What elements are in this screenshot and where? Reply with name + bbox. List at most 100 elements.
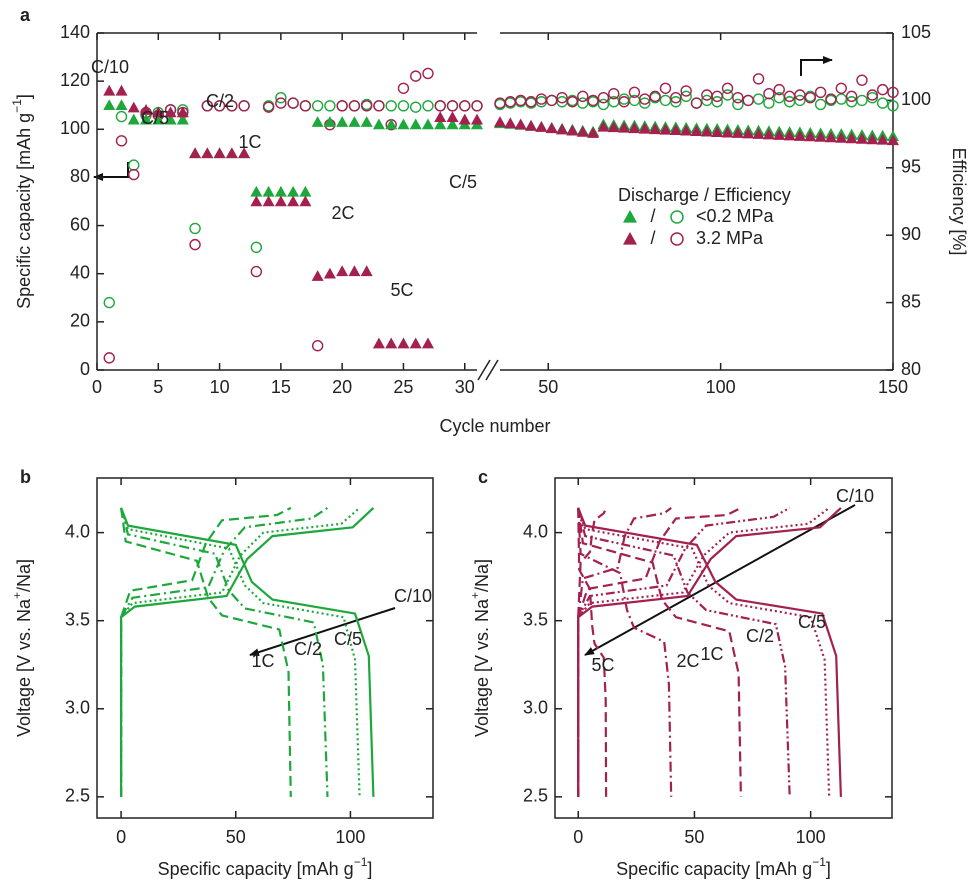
- efficiency-point: [287, 97, 299, 109]
- discharge-point: [804, 130, 817, 142]
- y-tick-label: 20: [70, 311, 90, 331]
- discharge-point: [762, 128, 775, 140]
- x-axis-label-part: −1: [812, 855, 826, 869]
- frame: [96, 477, 434, 819]
- legend-marker: [623, 232, 637, 245]
- efficiency-point: [845, 90, 858, 103]
- y2-tick-label: 90: [901, 224, 921, 244]
- discharge-point: [152, 113, 165, 125]
- efficiency-point: [763, 87, 775, 100]
- discharge-point: [201, 147, 214, 159]
- efficiency-point: [397, 100, 410, 112]
- frame: [554, 477, 893, 819]
- discharge-point: [274, 185, 287, 197]
- discharge-curve: [577, 507, 831, 797]
- y-tick-label: 60: [70, 214, 90, 234]
- x-tick-label: 100: [335, 827, 365, 847]
- discharge-point: [336, 116, 349, 127]
- y-axis-label-part: Specific capacity [mAh g: [14, 113, 34, 309]
- y-tick-label: 3.0: [523, 698, 548, 718]
- legend-marker: [670, 210, 684, 224]
- discharge-point: [348, 265, 361, 277]
- discharge-curve: [577, 507, 742, 797]
- discharge-point: [372, 337, 385, 349]
- discharge-point: [115, 99, 128, 111]
- x-axis-label-part: Cycle number: [439, 416, 550, 436]
- discharge-point: [876, 133, 889, 145]
- legend-separator: /: [650, 228, 655, 248]
- x-axis-label-part: ]: [367, 859, 372, 879]
- rate-label: C/5: [798, 612, 826, 632]
- discharge-point: [866, 133, 879, 145]
- discharge-point: [140, 104, 153, 115]
- y2-tick-label: 95: [901, 157, 921, 177]
- y-tick-label: 80: [70, 166, 90, 186]
- discharge-point: [336, 265, 349, 277]
- efficiency-point: [876, 97, 889, 109]
- efficiency-point: [794, 94, 806, 107]
- efficiency-point: [763, 97, 775, 109]
- discharge-point: [587, 127, 600, 138]
- efficiency-point: [835, 82, 847, 94]
- discharge-point: [323, 267, 336, 279]
- rate-arrow: [584, 504, 856, 656]
- discharge-point: [360, 265, 373, 277]
- efficiency-point: [250, 241, 263, 254]
- efficiency-point: [360, 100, 373, 112]
- y-axis-label-part: ]: [14, 94, 34, 99]
- x-tick-label: 0: [116, 827, 126, 847]
- efficiency-point: [213, 100, 226, 112]
- efficiency-point: [825, 93, 837, 105]
- discharge-point: [773, 129, 786, 140]
- x-tick-label: 100: [706, 377, 736, 397]
- efficiency-point: [128, 159, 140, 171]
- discharge-point: [140, 113, 153, 125]
- discharge-point: [855, 132, 868, 144]
- discharge-point: [213, 147, 226, 159]
- y-axis-label-part: −1: [10, 99, 24, 113]
- rate-label: 2C: [331, 203, 354, 223]
- efficiency-point: [385, 100, 397, 112]
- efficiency-point: [422, 67, 434, 80]
- discharge-point: [680, 124, 693, 136]
- discharge-point: [535, 121, 548, 132]
- discharge-point: [845, 132, 858, 144]
- efficiency-point: [680, 85, 692, 97]
- legend-label: <0.2 MPa: [696, 206, 775, 226]
- x-tick-label: 30: [455, 377, 475, 397]
- efficiency-point: [659, 82, 672, 94]
- discharge-point: [164, 106, 177, 118]
- discharge-point: [638, 122, 651, 134]
- efficiency-point: [115, 110, 128, 123]
- discharge-point: [127, 101, 140, 113]
- rate-label: C/10: [394, 586, 432, 606]
- y2-tick-label: 85: [901, 291, 921, 311]
- discharge-point: [556, 123, 569, 135]
- efficiency-point: [348, 100, 361, 112]
- discharge-point: [323, 116, 336, 127]
- y-tick-label: 3.5: [523, 609, 548, 629]
- rate-label: 1C: [238, 132, 261, 152]
- discharge-point: [824, 131, 837, 143]
- efficiency-point: [311, 100, 324, 112]
- efficiency-point: [262, 101, 275, 113]
- discharge-point: [115, 84, 128, 96]
- x-axis-label-part: Specific capacity [mAh g: [158, 859, 354, 879]
- efficiency-point: [410, 101, 422, 113]
- efficiency-point: [587, 94, 599, 107]
- discharge-point: [494, 116, 506, 127]
- efficiency-point: [546, 94, 558, 107]
- y-tick-label: 2.5: [523, 786, 548, 806]
- discharge-point: [299, 185, 312, 197]
- efficiency-point: [866, 89, 879, 101]
- charge-curve: [120, 506, 292, 797]
- discharge-point: [238, 147, 251, 159]
- efficiency-point: [659, 94, 672, 107]
- y2-tick-label: 105: [901, 22, 931, 42]
- x-tick-label: 5: [153, 377, 163, 397]
- efficiency-point: [732, 92, 744, 104]
- efficiency-point: [752, 93, 765, 105]
- panel-letter: b: [20, 467, 31, 487]
- efficiency-point: [525, 96, 537, 108]
- y-axis-label-part: +: [10, 592, 24, 599]
